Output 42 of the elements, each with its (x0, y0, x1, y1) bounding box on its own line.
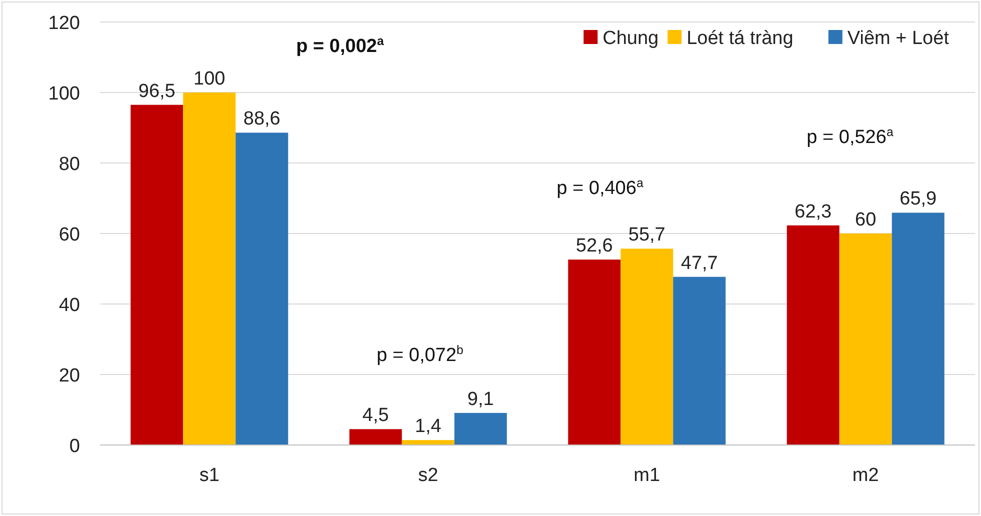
data-label: 60 (855, 210, 876, 230)
data-label: 9,1 (467, 388, 494, 410)
data-label: 52,6 (576, 236, 613, 257)
data-label: 100 (194, 68, 226, 90)
bar (454, 412, 507, 445)
bar (839, 234, 892, 445)
data-label: 4,5 (362, 405, 389, 426)
data-label: 65,9 (900, 188, 937, 210)
bar (786, 225, 840, 445)
bar (130, 104, 184, 445)
x-tick-label: s1 (199, 465, 220, 486)
legend-label: Viêm + Loét (847, 28, 950, 49)
y-tick-label: 60 (58, 224, 80, 246)
y-tick-label: 40 (58, 295, 80, 316)
x-tick-label: s2 (418, 465, 438, 486)
bar (892, 212, 944, 445)
y-tick-label: 100 (48, 84, 80, 104)
bar (620, 248, 674, 445)
annotation: p = 0,526$^{a}$ (806, 125, 894, 148)
y-tick-label: 20 (58, 366, 80, 386)
legend-label: Chung (602, 28, 659, 49)
bar (568, 260, 621, 445)
y-tick-label: 80 (58, 154, 80, 175)
bar (349, 429, 402, 445)
bar (402, 440, 454, 445)
legend-label: Loét tá tràng (686, 28, 794, 49)
x-tick-label: m1 (634, 465, 660, 486)
annotation: p = 0,406$^{a}$ (556, 176, 644, 199)
data-label: 1,4 (414, 416, 442, 438)
bar (236, 132, 288, 445)
x-tick-label: m2 (852, 465, 879, 486)
annotation: p = 0,002$^{a}$ (296, 34, 384, 57)
data-label: 96,5 (138, 80, 176, 102)
data-label: 55,7 (628, 224, 666, 246)
y-tick-label: 0 (69, 436, 80, 457)
data-label: 88,6 (243, 108, 280, 130)
data-label: 47,7 (680, 252, 718, 274)
bar (673, 276, 726, 445)
y-tick-label: 120 (48, 13, 80, 34)
bar (183, 92, 236, 445)
annotation: p = 0,072$^{b}$ (376, 343, 464, 366)
data-label: 62,3 (794, 201, 832, 222)
